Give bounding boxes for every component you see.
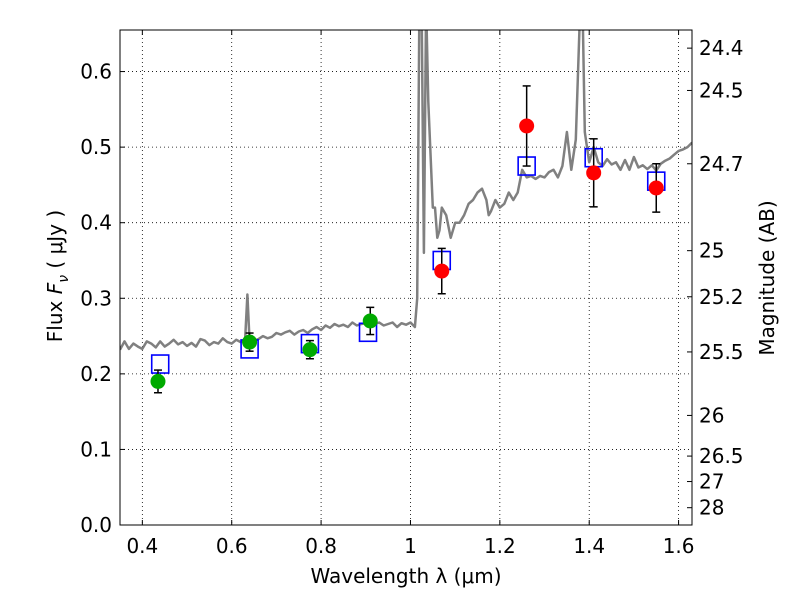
y-axis-label-symbol: F <box>43 282 67 294</box>
y-tick-label: 0.0 <box>80 513 112 537</box>
mag-tick-label: 25.5 <box>699 340 744 364</box>
mag-tick-label: 24.7 <box>699 152 744 176</box>
mag-tick-label: 26.5 <box>699 444 744 468</box>
observed-point <box>302 342 318 358</box>
grid <box>120 30 692 526</box>
x-tick-label: 1 <box>404 534 417 558</box>
mag-tick-label: 25 <box>699 239 724 263</box>
x-tick-label: 1.2 <box>484 534 516 558</box>
y-tick-label: 0.3 <box>80 286 112 310</box>
x-tick-label: 1.6 <box>663 534 695 558</box>
observed-point <box>242 334 258 350</box>
plot-frame <box>119 29 693 526</box>
observed-point <box>434 263 450 279</box>
y-tick-label: 0.1 <box>80 437 112 461</box>
observed-point <box>586 165 602 181</box>
mag-tick-label: 27 <box>699 470 724 494</box>
y-axis-label: Flux Fν ( μJy ) <box>43 210 72 342</box>
spectrum-line <box>120 30 692 351</box>
y-axis-label-prefix: Flux <box>43 294 67 342</box>
mag-tick-label: 24.4 <box>699 36 744 60</box>
y-tick-label: 0.6 <box>80 60 112 84</box>
mag-tick-label: 28 <box>699 496 724 520</box>
right-axis-label: Magnitude (AB) <box>755 200 779 355</box>
observed-point <box>150 373 166 389</box>
x-tick-label: 1.4 <box>573 534 605 558</box>
model-square-point <box>150 354 170 374</box>
observed-point <box>519 118 535 134</box>
x-tick-label: 0.4 <box>126 534 158 558</box>
y-axis-label-suffix: ( μJy ) <box>43 210 67 275</box>
y-tick-label: 0.4 <box>80 211 112 235</box>
observed-point <box>362 313 378 329</box>
x-axis-label: Wavelength λ (μm) <box>310 564 501 588</box>
axis-ticks: 0.4 0.6 0.8 1 1.2 1.4 1.6 0.0 0.1 0.2 0.3 0.4 0.5 0.6… <box>80 30 744 558</box>
observed-point <box>648 180 664 196</box>
x-tick-label: 0.8 <box>305 534 337 558</box>
y-tick-label: 0.2 <box>80 362 112 386</box>
mag-tick-label: 25.2 <box>699 285 744 309</box>
y-axis-label-subscript: ν <box>56 275 72 283</box>
x-tick-label: 0.6 <box>216 534 248 558</box>
mag-tick-label: 24.5 <box>699 78 744 102</box>
mag-tick-label: 26 <box>699 403 724 427</box>
plot-series <box>120 30 692 394</box>
y-tick-label: 0.5 <box>80 135 112 159</box>
